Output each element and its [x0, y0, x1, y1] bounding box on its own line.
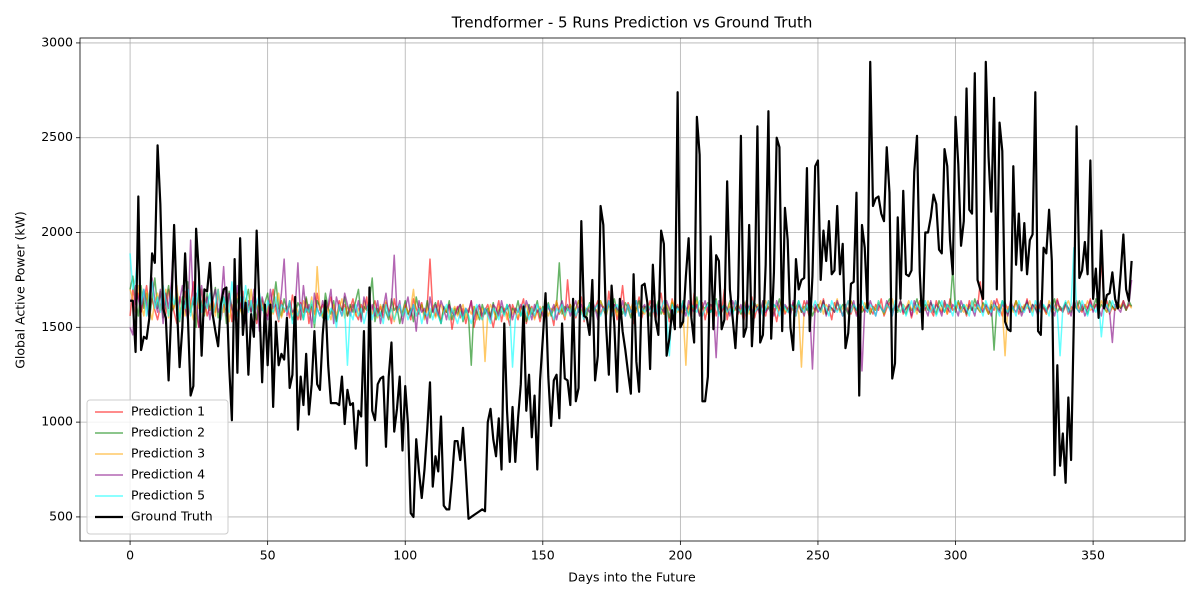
y-tick-label: 2500 — [41, 129, 73, 144]
legend-label: Ground Truth — [131, 509, 213, 524]
y-axis-label: Global Active Power (kW) — [13, 211, 28, 369]
legend-label: Prediction 1 — [131, 404, 205, 419]
y-tick-label: 500 — [49, 508, 73, 523]
series-line — [130, 60, 1133, 520]
x-tick-label: 100 — [393, 548, 417, 563]
legend-label: Prediction 5 — [131, 488, 205, 503]
y-tick-label: 1500 — [41, 319, 73, 334]
x-tick-label: 300 — [944, 548, 968, 563]
legend-label: Prediction 3 — [131, 446, 205, 461]
plot-frame — [79, 37, 1186, 542]
legend: Prediction 1 Prediction 2 Prediction 3 Pred… — [86, 399, 229, 535]
chart-title: Trendformer - 5 Runs Prediction vs Groun… — [451, 14, 813, 32]
y-tick-label: 1000 — [41, 414, 73, 429]
x-tick-label: 0 — [126, 548, 134, 563]
x-tick-label: 350 — [1081, 548, 1105, 563]
x-tick-label: 200 — [668, 548, 692, 563]
x-axis-label: Days into the Future — [568, 570, 696, 585]
x-tick-label: 150 — [531, 548, 555, 563]
y-tick-label: 3000 — [41, 34, 73, 49]
x-tick-label: 50 — [260, 548, 276, 563]
legend-label: Prediction 2 — [131, 425, 205, 440]
x-tick-label: 250 — [806, 548, 830, 563]
legend-label: Prediction 4 — [131, 467, 205, 482]
y-tick-label: 2000 — [41, 224, 73, 239]
